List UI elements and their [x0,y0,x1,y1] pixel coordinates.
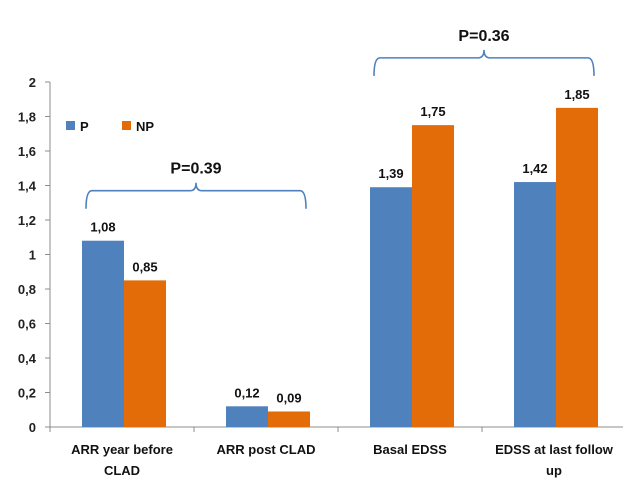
data-label-p-1: 0,12 [234,385,259,400]
bar-p-0 [82,240,124,427]
legend-swatch-np [122,121,131,130]
p-value-annotation-1: P=0.36 [458,28,509,45]
data-label-p-3: 1,42 [522,161,547,176]
data-label-p-2: 1,39 [378,166,403,181]
bar-np-3 [556,107,598,427]
legend-label-p: P [80,119,89,134]
data-label-np-0: 0,85 [132,259,157,274]
y-tick-label-4: 0,8 [18,282,36,297]
bar-np-2 [412,125,454,427]
legend-swatch-p [66,121,75,130]
y-tick-label-7: 1,4 [18,179,37,194]
legend-label-np: NP [136,119,154,134]
y-tick-label-9: 1,8 [18,110,36,125]
bar-p-1 [226,406,268,427]
y-tick-label-8: 1,6 [18,144,36,159]
x-category-label-3: EDSS at last follow up [495,442,614,478]
bar-p-3 [514,182,556,427]
bar-np-0 [124,280,166,427]
x-category-label-1: ARR post CLAD [217,442,316,457]
y-tick-label-2: 0,4 [18,351,37,366]
x-category-label-line: Basal EDSS [373,442,447,457]
data-label-np-3: 1,85 [564,87,589,102]
x-category-label-2: Basal EDSS [373,442,447,457]
y-tick-label-5: 1 [29,248,36,263]
x-category-label-line: up [546,463,562,478]
data-label-np-2: 1,75 [420,104,445,119]
x-category-label-line: CLAD [104,463,140,478]
x-category-label-line: EDSS at last follow [495,442,614,457]
data-label-np-1: 0,09 [276,390,301,405]
x-category-label-0: ARR year before CLAD [71,442,173,478]
y-tick-label-10: 2 [29,75,36,90]
bar-p-2 [370,187,412,427]
bar-np-1 [268,411,310,427]
y-tick-label-6: 1,2 [18,213,36,228]
y-tick-label-1: 0,2 [18,386,36,401]
data-label-p-0: 1,08 [90,220,115,235]
bracket-0 [85,182,307,209]
bracket-1 [373,49,595,76]
y-tick-label-0: 0 [29,420,36,435]
y-tick-label-3: 0,6 [18,317,36,332]
x-category-label-line: ARR year before [71,442,173,457]
p-value-annotation-0: P=0.39 [170,161,221,178]
x-category-label-line: ARR post CLAD [217,442,316,457]
